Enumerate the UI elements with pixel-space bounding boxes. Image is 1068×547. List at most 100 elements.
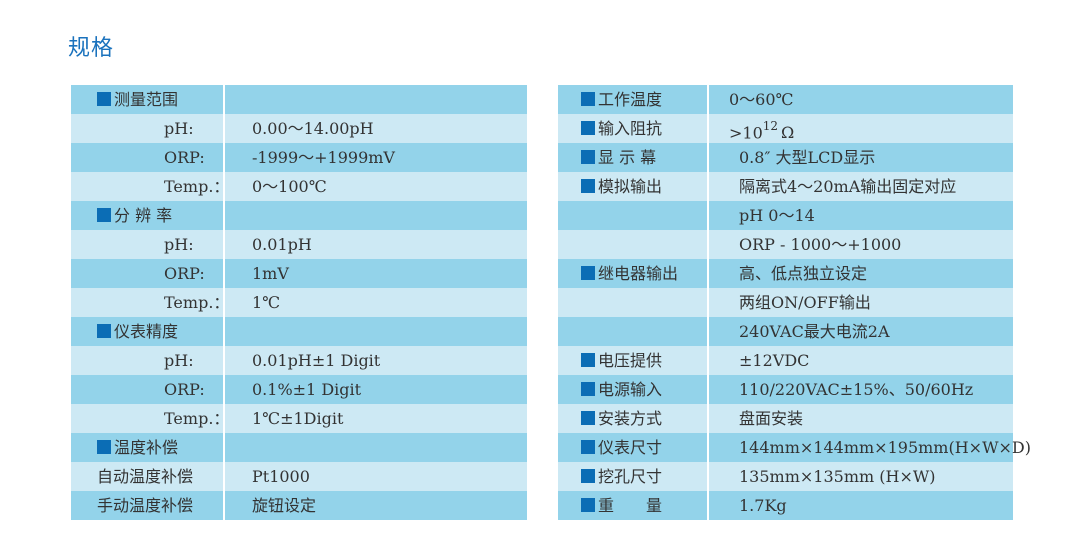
spec-value-cell: 0.1%±1 Digit <box>225 375 527 404</box>
spec-value-cell: 隔离式4～20mA输出固定对应 <box>709 172 1013 201</box>
spec-row: pH: 0.01pH <box>71 230 527 259</box>
spec-value-cell: 1mV <box>225 259 527 288</box>
spec-label: Temp.： <box>164 409 230 428</box>
spec-table-right: 工作温度 0～60℃ 输入阻抗 >1012 Ω 显 示 幕 0.8″ 大型LCD显示模拟输出… <box>558 85 1031 520</box>
square-bullet-icon <box>581 498 595 512</box>
square-bullet-icon <box>581 266 595 280</box>
spec-value-cell: 0～60℃ <box>709 85 1013 114</box>
spec-value: -1999～+1999mV <box>252 148 395 167</box>
spec-label: pH: <box>164 235 194 254</box>
spec-value: 0.8″ 大型LCD显示 <box>739 148 876 167</box>
spec-value-cell: ORP - 1000～+1000 <box>709 230 1013 259</box>
spec-value: 0.00～14.00pH <box>252 119 374 138</box>
spec-label-cell: 安装方式 <box>558 404 709 433</box>
spec-label-cell: 模拟输出 <box>558 172 709 201</box>
spec-value: ±12VDC <box>739 351 810 370</box>
spec-label: 电压提供 <box>598 351 663 370</box>
spec-value: 0～60℃ <box>729 90 794 109</box>
square-bullet-icon <box>581 440 595 454</box>
spec-row: ORP: -1999～+1999mV <box>71 143 527 172</box>
spec-row: ORP: 0.1%±1 Digit <box>71 375 527 404</box>
spec-value: 高、低点独立设定 <box>739 264 868 283</box>
spec-label: 显 示 幕 <box>598 148 657 167</box>
spec-value: ORP - 1000～+1000 <box>739 235 902 254</box>
spec-value: 1℃ <box>252 293 281 312</box>
spec-value-cell: 0.00～14.00pH <box>225 114 527 143</box>
spec-value-unit: Ω <box>781 123 795 143</box>
spec-label: 工作温度 <box>598 90 663 109</box>
spec-value-cell: 110/220VAC±15%、50/60Hz <box>709 375 1013 404</box>
spec-row: Temp.： 0～100℃ <box>71 172 527 201</box>
spec-label-cell: 温度补偿 <box>71 433 225 462</box>
spec-row: 输入阻抗 >1012 Ω <box>558 114 1013 143</box>
spec-label-cell: ORP: <box>71 143 225 172</box>
spec-value-cell: 0～100℃ <box>225 172 527 201</box>
spec-label-cell: pH: <box>71 114 225 143</box>
spec-value-cell: 135mm×135mm (H×W) <box>709 462 1013 491</box>
spec-row: 继电器输出 高、低点独立设定 <box>558 259 1013 288</box>
spec-label: 手动温度补偿 <box>97 496 194 515</box>
spec-row: 电源输入 110/220VAC±15%、50/60Hz <box>558 375 1013 404</box>
spec-label-cell: ORP: <box>71 259 225 288</box>
spec-label-cell <box>558 317 709 346</box>
spec-label: 温度补偿 <box>114 438 179 457</box>
spec-row: 模拟输出 隔离式4～20mA输出固定对应 <box>558 172 1013 201</box>
spec-label-cell: 工作温度 <box>558 85 709 114</box>
spec-label: 输入阻抗 <box>598 119 663 138</box>
spec-value-cell: 0.01pH±1 Digit <box>225 346 527 375</box>
spec-value-cell <box>225 201 527 230</box>
spec-row: 电压提供 ±12VDC <box>558 346 1013 375</box>
spec-value: 0.01pH±1 Digit <box>252 351 381 370</box>
spec-value-cell: 1℃±1Digit <box>225 404 527 433</box>
spec-value: 隔离式4～20mA输出固定对应 <box>739 177 957 196</box>
spec-label: 测量范围 <box>114 90 179 109</box>
spec-value-cell: ±12VDC <box>709 346 1013 375</box>
spec-label-cell: ORP: <box>71 375 225 404</box>
spec-value: pH 0～14 <box>739 206 815 225</box>
spec-label-cell: Temp.： <box>71 404 229 433</box>
spec-label: ORP: <box>164 148 205 167</box>
spec-label: ORP: <box>164 380 205 399</box>
spec-label-cell: 输入阻抗 <box>558 114 709 143</box>
spec-value: 1℃±1Digit <box>252 409 344 428</box>
spec-value-cell: 盘面安装 <box>709 404 1013 433</box>
spec-row: 显 示 幕 0.8″ 大型LCD显示 <box>558 143 1013 172</box>
spec-row: 240VAC最大电流2A <box>558 317 1013 346</box>
spec-row: Temp.： 1℃±1Digit <box>71 404 527 433</box>
spec-value: 0.01pH <box>252 235 312 254</box>
spec-value: 110/220VAC±15%、50/60Hz <box>739 380 974 399</box>
spec-row: ORP: 1mV <box>71 259 527 288</box>
spec-label-cell: 重 量 <box>558 491 709 520</box>
spec-row: 自动温度补偿 Pt1000 <box>71 462 527 491</box>
spec-value: 旋钮设定 <box>252 496 317 515</box>
spec-label: 继电器输出 <box>598 264 679 283</box>
square-bullet-icon <box>581 382 595 396</box>
spec-label: 自动温度补偿 <box>97 467 194 486</box>
spec-label: Temp.： <box>164 177 230 196</box>
square-bullet-icon <box>581 353 595 367</box>
spec-row: pH 0～14 <box>558 201 1013 230</box>
spec-value-cell: >1012 Ω <box>709 114 1013 143</box>
spec-label-cell: 仪表精度 <box>71 317 225 346</box>
spec-value-cell: 旋钮设定 <box>225 491 527 520</box>
spec-label-cell <box>558 230 709 259</box>
spec-row: pH: 0.00～14.00pH <box>71 114 527 143</box>
spec-row: ORP - 1000～+1000 <box>558 230 1013 259</box>
spec-value-cell: 高、低点独立设定 <box>709 259 1013 288</box>
spec-label: 安装方式 <box>598 409 663 428</box>
square-bullet-icon <box>581 179 595 193</box>
spec-label-cell: 继电器输出 <box>558 259 709 288</box>
spec-label: 电源输入 <box>598 380 663 399</box>
spec-value-cell: 1.7Kg <box>709 491 1013 520</box>
spec-table-left: 测量范围 pH: 0.00～14.00pH ORP: -1999～+1999mV Temp… <box>71 85 527 520</box>
spec-label-cell: 电压提供 <box>558 346 709 375</box>
square-bullet-icon <box>581 92 595 106</box>
spec-value-cell <box>225 433 527 462</box>
spec-label: 仪表尺寸 <box>598 438 663 457</box>
spec-value: Pt1000 <box>252 467 310 486</box>
spec-value: 0～100℃ <box>252 177 327 196</box>
spec-label-cell: 仪表尺寸 <box>558 433 709 462</box>
spec-value-cell <box>225 85 527 114</box>
spec-row: 工作温度 0～60℃ <box>558 85 1013 114</box>
spec-value-cell: 240VAC最大电流2A <box>709 317 1013 346</box>
